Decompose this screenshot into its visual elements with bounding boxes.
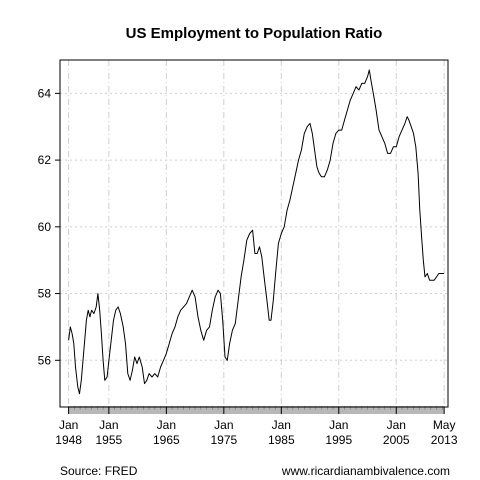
x-tick-label-year: 1985	[268, 433, 295, 447]
plot-frame	[59, 59, 449, 408]
x-tick-label-month: Jan	[59, 418, 78, 432]
y-tick-label: 60	[38, 220, 52, 234]
axis-band	[68, 406, 445, 414]
source-caption: Source: FRED	[60, 464, 138, 478]
x-tick-label-year: 1948	[55, 433, 82, 447]
x-tick-label-year: 2005	[383, 433, 410, 447]
y-tick-label: 56	[38, 353, 52, 367]
x-tick-label-month: Jan	[99, 418, 118, 432]
x-tick-label-year: 2013	[431, 433, 458, 447]
x-tick-label-month: Jan	[214, 418, 233, 432]
y-axis: 56 58 60 62 64	[38, 86, 60, 367]
x-axis: Jan1948Jan1955Jan1965Jan1975Jan1985Jan19…	[55, 407, 458, 447]
series-layer	[68, 69, 445, 395]
y-tick-label: 64	[38, 86, 52, 100]
x-tick-label-year: 1995	[325, 433, 352, 447]
series-line	[68, 69, 445, 395]
x-tick-label-month: May	[433, 418, 456, 432]
y-tick-label: 58	[38, 287, 52, 301]
y-tick-label: 62	[38, 153, 52, 167]
website-caption: www.ricardianambivalence.com	[281, 464, 450, 478]
x-tick-label-year: 1975	[210, 433, 237, 447]
x-tick-label-month: Jan	[157, 418, 176, 432]
x-tick-label-year: 1955	[96, 433, 123, 447]
x-tick-label-month: Jan	[329, 418, 348, 432]
chart-title: US Employment to Population Ratio	[126, 25, 383, 42]
x-tick-label-year: 1965	[153, 433, 180, 447]
x-tick-label-month: Jan	[272, 418, 291, 432]
grid	[60, 60, 448, 407]
x-tick-label-month: Jan	[387, 418, 406, 432]
